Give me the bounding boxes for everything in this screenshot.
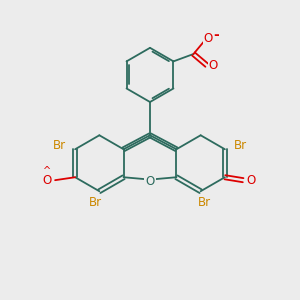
Text: Br: Br [53, 139, 66, 152]
Text: Br: Br [234, 139, 247, 152]
Text: O: O [42, 174, 52, 187]
Text: O: O [208, 59, 218, 72]
Text: Br: Br [89, 196, 102, 209]
Text: O: O [204, 32, 213, 45]
Text: ^: ^ [43, 166, 51, 176]
Text: -: - [213, 28, 219, 42]
Text: Br: Br [198, 196, 211, 209]
Text: O: O [247, 174, 256, 187]
Text: O: O [146, 175, 154, 188]
